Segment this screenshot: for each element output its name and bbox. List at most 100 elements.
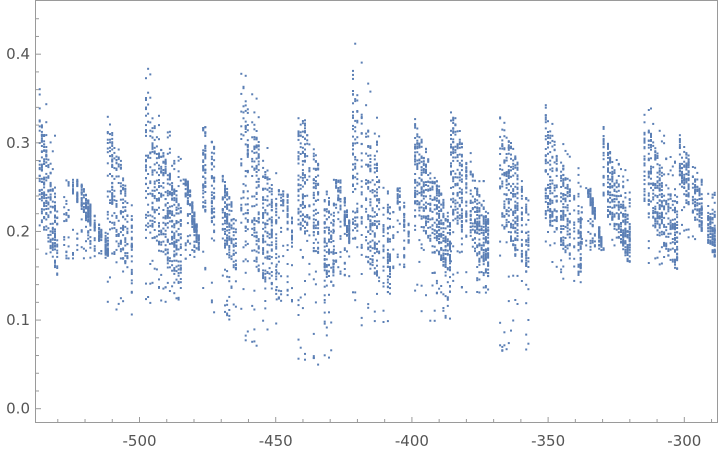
data-point [562, 197, 565, 200]
data-point [301, 307, 304, 310]
data-point [251, 157, 254, 160]
data-point [297, 212, 300, 215]
data-point [544, 213, 547, 216]
data-point [179, 271, 182, 274]
data-point [422, 216, 425, 219]
data-point [589, 190, 592, 193]
data-point [65, 199, 68, 202]
data-point [251, 165, 254, 168]
data-point [354, 162, 357, 165]
data-point [442, 307, 445, 309]
data-point [89, 216, 92, 219]
data-point [452, 186, 455, 189]
data-point [337, 199, 340, 202]
data-point [373, 215, 376, 218]
data-point [440, 285, 443, 287]
data-point [369, 90, 372, 93]
data-point [93, 226, 96, 229]
data-point [593, 213, 596, 216]
data-point [438, 216, 441, 219]
data-point [499, 321, 502, 324]
data-point [82, 196, 85, 199]
data-point [579, 281, 582, 284]
data-point [352, 142, 354, 145]
data-point [454, 172, 457, 175]
data-point [63, 213, 66, 216]
data-point [433, 309, 436, 312]
data-point [297, 208, 300, 211]
data-point [348, 234, 351, 237]
data-point [452, 177, 455, 180]
data-point [175, 209, 178, 211]
data-point [382, 256, 385, 259]
data-point [348, 242, 351, 245]
data-point [54, 216, 56, 219]
data-point [369, 267, 372, 270]
data-point [425, 165, 427, 168]
data-point [587, 191, 590, 194]
data-point [429, 319, 432, 322]
data-point [560, 238, 563, 241]
data-point [471, 175, 474, 178]
data-point [153, 217, 156, 220]
data-point [429, 207, 432, 210]
data-point [117, 165, 120, 168]
data-point [255, 157, 258, 160]
data-point [585, 244, 588, 247]
data-point [484, 285, 487, 287]
data-point [371, 264, 374, 267]
data-point [499, 168, 502, 171]
data-point [487, 256, 490, 259]
data-point [98, 226, 101, 229]
data-point [232, 238, 235, 241]
data-point [177, 264, 180, 267]
data-point [527, 260, 530, 263]
data-point [469, 171, 472, 174]
data-point [454, 124, 457, 127]
data-point [507, 152, 510, 155]
data-point [168, 205, 171, 208]
data-point [562, 247, 565, 250]
data-point [40, 181, 43, 183]
data-point [386, 206, 389, 209]
data-point [376, 273, 378, 276]
data-point [507, 140, 510, 143]
data-point [396, 193, 399, 196]
data-point [425, 184, 427, 186]
data-point [460, 220, 463, 222]
data-point [444, 237, 447, 239]
data-point [291, 287, 293, 290]
data-point [471, 239, 474, 241]
data-point [162, 209, 165, 211]
data-point [228, 237, 231, 240]
data-point [257, 154, 260, 157]
data-point [373, 252, 376, 255]
data-point [600, 242, 603, 245]
data-point [85, 199, 87, 202]
data-point [246, 152, 249, 155]
data-point [291, 238, 293, 241]
data-point [242, 260, 245, 263]
data-point [407, 241, 410, 244]
data-point [49, 251, 52, 254]
data-point [202, 169, 205, 172]
data-point [158, 186, 160, 188]
data-point [177, 272, 180, 275]
data-point [438, 229, 441, 232]
data-point [85, 249, 87, 252]
data-point [168, 175, 171, 178]
data-point [527, 234, 530, 237]
data-point [505, 193, 508, 196]
data-point [440, 291, 443, 294]
data-point [516, 197, 519, 200]
data-point [549, 189, 552, 192]
data-point [503, 148, 506, 151]
data-point [503, 135, 506, 138]
data-point [458, 179, 461, 182]
data-point [376, 271, 378, 274]
data-point [465, 271, 468, 274]
data-point [332, 270, 335, 273]
data-point [382, 265, 385, 268]
data-point [195, 240, 198, 243]
data-point [202, 186, 205, 189]
